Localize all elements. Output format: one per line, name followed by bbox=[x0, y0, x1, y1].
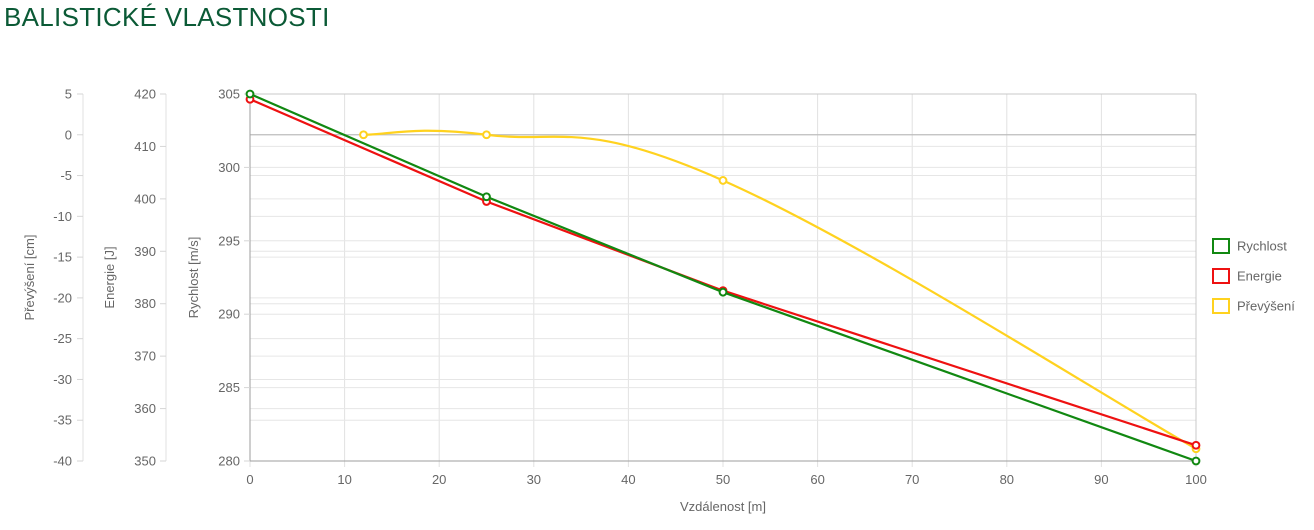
data-point-prevyseni[interactable] bbox=[718, 176, 728, 185]
x-axis-title: Vzdálenost [m] bbox=[680, 499, 766, 514]
data-point-prevyseni[interactable] bbox=[482, 130, 491, 140]
chart-legend[interactable]: Rychlost Energie Převýšení bbox=[1212, 238, 1295, 314]
x-tick-label: 10 bbox=[337, 472, 351, 487]
y-tick-label-prevyseni: 0 bbox=[65, 127, 72, 142]
chart-series bbox=[245, 89, 1201, 466]
data-point-prevyseni[interactable] bbox=[359, 130, 368, 140]
series-line-energie bbox=[249, 98, 1197, 447]
y-tick-label-energie: 420 bbox=[134, 87, 156, 102]
legend-label: Rychlost bbox=[1237, 239, 1287, 254]
legend-label: Energie bbox=[1237, 269, 1282, 284]
page-title: BALISTICKÉ VLASTNOSTI bbox=[4, 2, 330, 32]
y-tick-label-energie: 350 bbox=[134, 454, 156, 469]
y-tick-label-rychlost: 305 bbox=[218, 87, 240, 102]
series-line-rychlost bbox=[249, 92, 1197, 463]
x-tick-label: 80 bbox=[1000, 472, 1014, 487]
y-tick-label-energie: 390 bbox=[134, 244, 156, 259]
data-point-energie[interactable] bbox=[1191, 440, 1201, 450]
x-tick-label: 60 bbox=[810, 472, 824, 487]
y-tick-label-energie: 380 bbox=[134, 296, 156, 311]
y-tick-label-prevyseni: -5 bbox=[60, 168, 72, 183]
y-tick-label-energie: 400 bbox=[134, 191, 156, 206]
y-tick-label-rychlost: 295 bbox=[218, 233, 240, 248]
y-tick-label-prevyseni: -40 bbox=[53, 454, 72, 469]
y-axis-title-rychlost: Rychlost [m/s] bbox=[186, 237, 201, 319]
y-axis-title-prevyseni: Převýšení [cm] bbox=[22, 235, 37, 321]
x-tick-label: 30 bbox=[527, 472, 541, 487]
x-tick-label: 50 bbox=[716, 472, 730, 487]
x-tick-label: 70 bbox=[905, 472, 919, 487]
y-axis-title-energie: Energie [J] bbox=[102, 246, 117, 308]
legend-swatch bbox=[1212, 268, 1230, 284]
y-tick-label-prevyseni: -25 bbox=[53, 331, 72, 346]
y-tick-label-prevyseni: 5 bbox=[65, 87, 72, 102]
chart-axes: 0 10 20 30 40 50 60 70 80 90 10050-5-10-15-20-25-3… bbox=[22, 87, 1207, 515]
y-tick-label-energie: 370 bbox=[134, 349, 156, 364]
data-point-rychlost[interactable] bbox=[718, 287, 728, 297]
data-point-rychlost[interactable] bbox=[245, 89, 255, 99]
y-tick-label-prevyseni: -20 bbox=[53, 290, 72, 305]
y-tick-label-energie: 410 bbox=[134, 139, 156, 154]
data-point-rychlost[interactable] bbox=[1191, 456, 1201, 466]
data-point-rychlost[interactable] bbox=[482, 192, 491, 202]
legend-item-rychlost[interactable]: Rychlost bbox=[1212, 238, 1287, 254]
x-tick-label: 100 bbox=[1185, 472, 1207, 487]
series-line-prevyseni bbox=[363, 129, 1197, 450]
y-tick-label-rychlost: 280 bbox=[218, 454, 240, 469]
legend-label: Převýšení bbox=[1237, 299, 1295, 314]
legend-swatch bbox=[1212, 298, 1230, 314]
y-tick-label-prevyseni: -30 bbox=[53, 372, 72, 387]
legend-item-prevyseni[interactable]: Převýšení bbox=[1212, 298, 1295, 314]
y-tick-label-rychlost: 290 bbox=[218, 307, 240, 322]
y-tick-label-rychlost: 300 bbox=[218, 160, 240, 175]
x-tick-label: 90 bbox=[1094, 472, 1108, 487]
x-tick-label: 0 bbox=[246, 472, 253, 487]
legend-item-energie[interactable]: Energie bbox=[1212, 268, 1282, 284]
x-tick-label: 40 bbox=[621, 472, 635, 487]
y-tick-label-prevyseni: -15 bbox=[53, 250, 72, 265]
y-tick-label-prevyseni: -10 bbox=[53, 209, 72, 224]
x-tick-label: 20 bbox=[432, 472, 446, 487]
y-tick-label-energie: 360 bbox=[134, 401, 156, 416]
legend-swatch bbox=[1212, 238, 1230, 254]
y-tick-label-prevyseni: -35 bbox=[53, 413, 72, 428]
y-tick-label-rychlost: 285 bbox=[218, 380, 240, 395]
